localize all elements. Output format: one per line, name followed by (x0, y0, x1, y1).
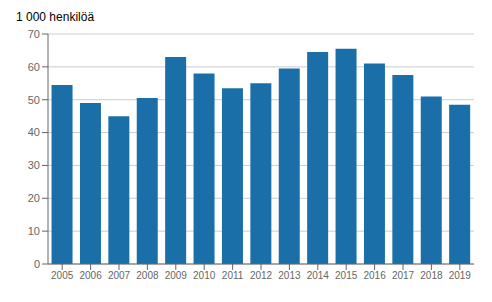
svg-text:2006: 2006 (79, 270, 102, 281)
svg-text:50: 50 (28, 94, 40, 106)
svg-text:0: 0 (34, 258, 40, 270)
svg-text:70: 70 (28, 28, 40, 40)
svg-text:2018: 2018 (420, 270, 443, 281)
svg-text:60: 60 (28, 61, 40, 73)
svg-text:2013: 2013 (278, 270, 301, 281)
svg-text:2005: 2005 (51, 270, 74, 281)
svg-text:2007: 2007 (108, 270, 131, 281)
svg-text:10: 10 (28, 225, 40, 237)
svg-text:2017: 2017 (392, 270, 415, 281)
svg-text:30: 30 (28, 159, 40, 171)
svg-text:20: 20 (28, 192, 40, 204)
svg-text:2010: 2010 (193, 270, 216, 281)
svg-text:2014: 2014 (307, 270, 330, 281)
html-text:1 000 henkilöä: 1 000 henkilöä (16, 10, 95, 24)
svg-text:2019: 2019 (449, 270, 472, 281)
svg-text:40: 40 (28, 126, 40, 138)
svg-text:2008: 2008 (136, 270, 159, 281)
svg-text:2009: 2009 (165, 270, 188, 281)
svg-text:2016: 2016 (363, 270, 386, 281)
svg-text:2011: 2011 (222, 270, 244, 281)
svg-text:2015: 2015 (335, 270, 358, 281)
svg-text:2012: 2012 (250, 270, 273, 281)
